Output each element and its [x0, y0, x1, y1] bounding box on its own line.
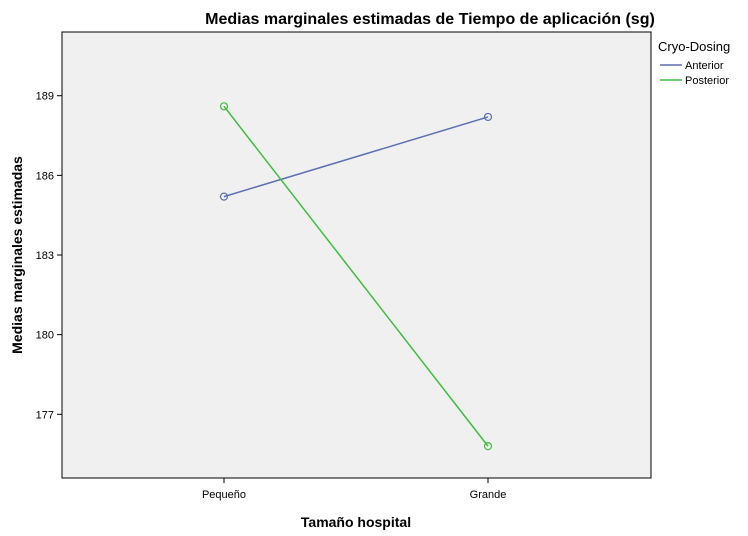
x-tick-label: Grande: [470, 489, 507, 501]
legend: Cryo-Dosing Anterior Posterior: [658, 39, 730, 87]
y-tick-label: 177: [36, 409, 54, 421]
data-point-anterior: [483, 112, 493, 122]
x-tick-label: Pequeño: [202, 489, 246, 501]
x-axis: Pequeño Grande: [202, 478, 506, 501]
series-line-anterior: [223, 116, 489, 198]
y-tick-label: 186: [36, 170, 54, 182]
legend-title: Cryo-Dosing: [658, 39, 730, 54]
chart-title: Medias marginales estimadas de Tiempo de…: [205, 11, 655, 28]
y-tick-label: 183: [36, 250, 54, 262]
x-axis-label: Tamaño hospital: [301, 514, 411, 530]
data-point-anterior: [219, 192, 229, 201]
data-point-posterior: [219, 102, 229, 111]
series-layer: [219, 102, 493, 451]
y-axis: 177 180 183 186 189: [36, 91, 62, 421]
y-axis-label: Medias marginales estimadas: [9, 156, 25, 354]
plot-area: [61, 31, 652, 479]
data-point-posterior: [483, 442, 493, 451]
legend-label-anterior: Anterior: [685, 60, 724, 72]
y-tick-label: 180: [36, 330, 54, 342]
y-tick-label: 189: [36, 91, 54, 103]
legend-label-posterior: Posterior: [685, 75, 729, 87]
series-line-posterior: [223, 105, 489, 447]
